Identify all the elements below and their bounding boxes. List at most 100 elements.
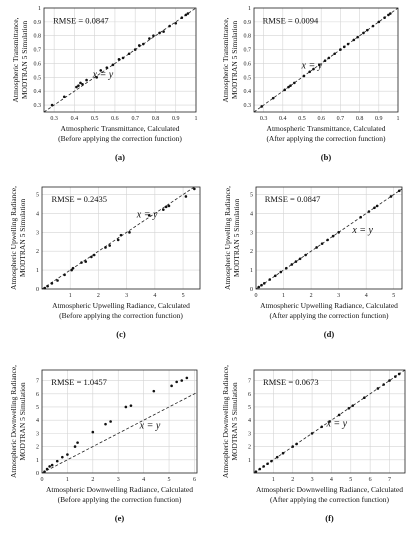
x-tick-label: 4	[330, 477, 333, 483]
y-tick-label: 2	[36, 249, 39, 255]
y-axis-label-line2: MODTRAN 5 Simulation	[230, 21, 239, 100]
y-axis-label: Atmospheric Upwelling Radiance,	[223, 186, 232, 290]
data-point	[193, 187, 196, 191]
rmse-annotation: RMSE = 0.0847	[53, 15, 109, 25]
data-point	[289, 84, 292, 87]
x-tick-label: 0.9	[172, 116, 180, 122]
x-tick-label: 0.6	[317, 116, 325, 122]
plot-frame	[255, 186, 403, 290]
data-point	[271, 96, 275, 100]
x-tick-label: 0	[255, 293, 258, 299]
panel-letter: (e)	[115, 513, 125, 523]
y-axis-label-line2: MODTRAN 5 Simulation	[18, 382, 27, 461]
data-point	[142, 42, 145, 46]
data-point	[323, 59, 327, 62]
data-point	[56, 279, 59, 282]
x-tick-label: 3	[125, 293, 128, 299]
y-tick-label: 0.9	[34, 20, 42, 26]
data-point	[359, 215, 362, 219]
data-point	[293, 81, 296, 85]
x-tick-label: 0.5	[91, 116, 99, 122]
data-point	[66, 453, 69, 456]
y-tick-label: 0.8	[244, 34, 252, 40]
x-tick-label: 5	[182, 293, 185, 299]
y-tick-label: 3	[250, 230, 253, 236]
data-point	[48, 465, 51, 468]
x-tick-label: 6	[193, 477, 196, 483]
y-tick-label: 5	[36, 405, 39, 411]
data-point	[152, 34, 155, 38]
data-point	[382, 383, 386, 386]
data-point	[180, 16, 184, 20]
data-point	[175, 380, 178, 384]
data-point	[152, 389, 156, 393]
data-point	[377, 20, 381, 24]
x-tick-label: 0.7	[131, 116, 139, 122]
y-tick-label: 0	[36, 287, 39, 293]
data-point	[105, 66, 109, 69]
data-point	[129, 404, 133, 407]
rmse-annotation: RMSE = 0.0094	[263, 15, 319, 25]
x-tick-label: 1	[282, 293, 285, 299]
data-point	[342, 45, 346, 49]
data-point	[285, 266, 288, 270]
plot-frame	[41, 186, 201, 290]
data-point	[383, 16, 386, 20]
y-tick-label: 3	[36, 230, 39, 236]
data-point	[76, 441, 79, 444]
x-tick-label: 3	[311, 477, 314, 483]
data-point	[295, 442, 298, 446]
y-tick-label: 0.6	[244, 61, 252, 67]
rmse-annotation: RMSE = 0.0673	[263, 377, 319, 387]
data-point	[373, 206, 376, 210]
x-tick-label: 2	[97, 293, 100, 299]
y-tick-label: 0.3	[244, 103, 252, 109]
y-tick-label: 0	[36, 471, 39, 477]
chart-panel-2: 0.3 0.4 0.5 0.6 0.7 0.8 0.9 1 0.3 0.4 0.5 0.6 0.7 0.8…	[221, 6, 400, 162]
data-point	[312, 67, 315, 71]
x-axis-sublabel: (After applying the correction function)	[266, 134, 386, 143]
data-point	[351, 404, 355, 407]
data-point	[397, 189, 401, 193]
data-point	[394, 375, 397, 378]
x-tick-label: 0.3	[260, 116, 268, 122]
x-tick-label: 5	[349, 477, 352, 483]
data-point	[333, 52, 336, 56]
y-tick-label: 0.5	[244, 75, 252, 81]
x-axis-label: Atmospheric Upwelling Radiance, Calculat…	[260, 301, 398, 310]
x-tick-label: 0.7	[337, 116, 345, 122]
data-point	[43, 286, 47, 290]
panel-letter: (d)	[324, 329, 335, 339]
y-axis-label: Atmospheric Downwelling Radiance,	[221, 365, 230, 478]
y-tick-label: 0.3	[34, 103, 42, 109]
data-point	[310, 432, 314, 435]
x-tick-label: 1	[397, 116, 400, 122]
y-tick-label: 1	[248, 458, 251, 464]
data-point	[70, 268, 73, 272]
data-point	[389, 195, 393, 198]
y-axis-label-line2: MODTRAN 5 Simulation	[230, 382, 239, 461]
x-tick-label: 3	[117, 477, 120, 483]
data-point	[109, 420, 112, 423]
y-tick-label: 2	[250, 249, 253, 255]
y-tick-label: 1	[36, 268, 39, 274]
rmse-annotation: RMSE = 0.0847	[265, 194, 321, 204]
x-axis-label: Atmospheric Upwelling Radiance, Calculat…	[52, 301, 190, 310]
data-point	[77, 84, 80, 87]
x-axis-sublabel: (After applying the correction function)	[269, 311, 389, 320]
y-axis-label-line2: MODTRAN 5 Simulation	[20, 21, 29, 100]
data-point	[387, 13, 390, 17]
data-point	[331, 234, 335, 238]
chart-panel-4: 0 1 2 3 4 5 0 1 2 3 4 5 RMSE = 0.0847 x = y Atmospheri…	[223, 186, 403, 339]
data-point	[260, 105, 263, 108]
data-point	[117, 58, 121, 61]
data-point	[167, 204, 171, 208]
data-point	[302, 74, 306, 78]
x-tick-label: 2	[310, 293, 313, 299]
data-point	[128, 231, 131, 234]
line-label: x = y	[301, 60, 323, 71]
y-tick-label: 0.6	[34, 61, 42, 67]
data-point	[45, 467, 49, 471]
y-tick-label: 1	[36, 458, 39, 464]
x-axis-label: Atmospheric Downwelling Radiance, Calcul…	[256, 485, 403, 494]
